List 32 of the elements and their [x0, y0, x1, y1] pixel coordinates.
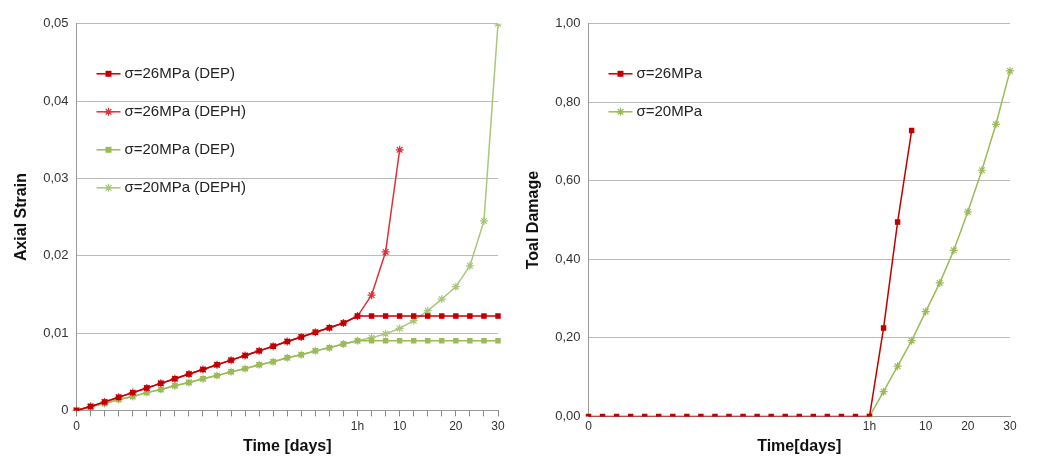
x-tick-label: 0	[585, 418, 593, 433]
y-tick-label: 0	[61, 401, 69, 417]
y-tick-label: 0,02	[43, 247, 69, 263]
y-axis-title: Toal Damage	[524, 170, 542, 270]
y-tick-label: 0,01	[43, 324, 69, 340]
legend-label: σ=20MPa	[636, 101, 703, 119]
y-tick-label: 0,60	[555, 172, 581, 188]
x-tick-label: 1h	[862, 418, 877, 433]
x-tick-label: 0	[73, 418, 81, 433]
legend-label: σ=20MPa (DEPH)	[124, 177, 246, 195]
legend-label: σ=26MPa	[636, 63, 703, 81]
y-tick-label: 0,20	[555, 329, 581, 345]
x-axis-title: Time[days]	[757, 436, 842, 454]
y-tick-label: 0,40	[555, 250, 581, 266]
y-tick-label: 1,00	[555, 15, 581, 31]
y-axis-title: Axial Strain	[12, 173, 30, 262]
y-tick-label: 0,05	[43, 15, 69, 31]
y-tick-label: 0,04	[43, 92, 69, 108]
y-tick-label: 0,80	[555, 93, 581, 109]
y-tick-label: 0,00	[555, 407, 581, 423]
x-tick-label: 20	[961, 418, 975, 433]
x-tick-label: 20	[449, 418, 463, 433]
y-tick-label: 0,03	[43, 170, 69, 186]
legend-label: σ=20MPa (DEP)	[124, 139, 236, 157]
x-tick-label: 30	[491, 418, 505, 433]
x-axis-title: Time [days]	[242, 436, 332, 454]
x-tick-label: 10	[392, 418, 407, 433]
x-tick-label: 1h	[350, 418, 365, 433]
x-tick-label: 10	[919, 418, 933, 433]
legend-label: σ=26MPa (DEP)	[124, 63, 236, 81]
legend-label: σ=26MPa (DEPH)	[124, 101, 246, 119]
x-tick-label: 30	[1003, 418, 1017, 433]
